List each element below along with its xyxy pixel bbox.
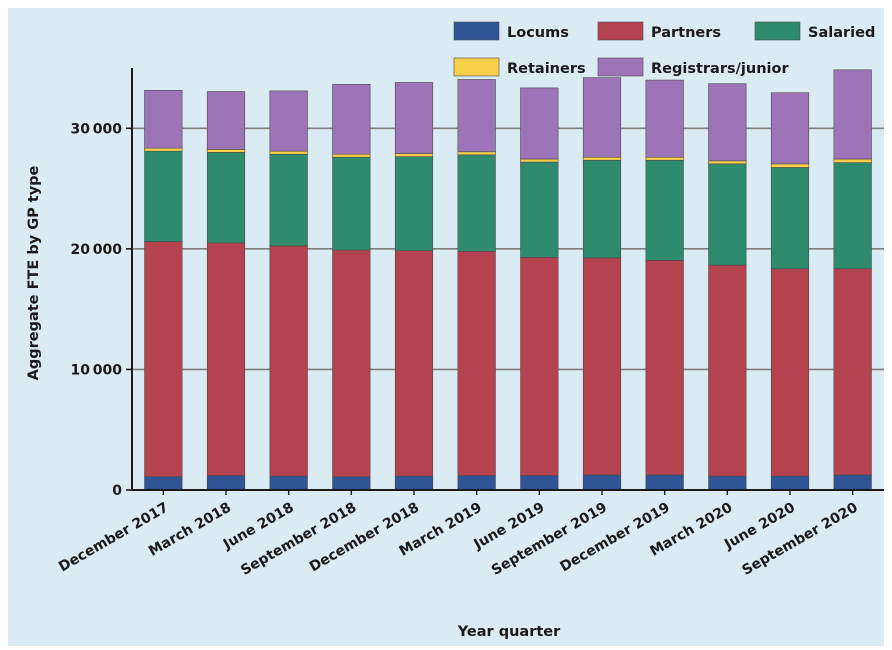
- bar-segment: [332, 83, 371, 155]
- bar-segment: [770, 163, 810, 168]
- bar-segment: [582, 77, 622, 158]
- bar-segment: [206, 475, 246, 491]
- legend: Locums Partners Salaried Retainers Registrar…: [453, 21, 875, 77]
- bar-segment: [645, 159, 684, 261]
- legend-swatch: [597, 57, 644, 77]
- bar-segment: [582, 257, 622, 476]
- bar-segment: [770, 268, 810, 477]
- legend-label: Salaried: [808, 25, 875, 41]
- bar-segment: [394, 156, 434, 251]
- gridlines: [132, 127, 884, 371]
- x-tick-label: December 2018: [307, 500, 422, 576]
- bar-segment: [833, 268, 872, 476]
- bar-segment: [394, 153, 434, 157]
- y-tick-label: 0: [112, 483, 122, 499]
- x-tick-label: September 2019: [489, 500, 610, 579]
- bar-segment: [206, 242, 246, 476]
- bar-segment: [645, 474, 684, 491]
- bar-segment: [269, 245, 308, 477]
- bar-segment: [770, 475, 810, 491]
- bar-segment: [833, 69, 872, 160]
- bar-segment: [394, 250, 434, 477]
- y-tick-label: 10 000: [70, 362, 122, 378]
- legend-label: Registrars/junior: [651, 61, 789, 77]
- bar-segment: [833, 158, 872, 163]
- x-axis-title: Year quarter: [457, 624, 561, 640]
- bar-segment: [269, 153, 308, 247]
- bar-segment: [645, 79, 684, 158]
- bar-segment: [770, 167, 810, 270]
- bar-segment: [708, 475, 747, 491]
- x-tick-label: December 2019: [557, 500, 672, 576]
- bar-segment: [645, 156, 684, 161]
- bar-segment: [332, 156, 371, 251]
- y-tick-label: 20 000: [70, 242, 122, 258]
- x-tick-label: September 2018: [238, 500, 359, 579]
- legend-swatch: [597, 21, 644, 41]
- bar-segment: [206, 152, 246, 244]
- bars: [144, 69, 872, 491]
- bar-segment: [269, 90, 308, 152]
- bar-segment: [457, 154, 496, 252]
- bar-segment: [833, 162, 872, 270]
- bar-segment: [332, 153, 371, 158]
- bar-segment: [582, 474, 622, 491]
- bar-segment: [457, 250, 496, 476]
- x-tick-label: September 2020: [740, 499, 861, 578]
- bar-segment: [520, 256, 559, 476]
- legend-label: Partners: [651, 25, 721, 41]
- bar-segment: [394, 82, 434, 154]
- bar-segment: [144, 147, 183, 152]
- legend-swatch: [453, 21, 500, 41]
- bar-segment: [520, 87, 559, 160]
- bar-segment: [520, 158, 559, 163]
- legend-swatch: [754, 21, 801, 41]
- bar-segment: [457, 475, 496, 491]
- y-tick-label: 30 000: [70, 121, 122, 137]
- bar-segment: [457, 151, 496, 156]
- bar-segment: [582, 156, 622, 161]
- bar-segment: [394, 475, 434, 491]
- bar-segment: [833, 474, 872, 491]
- bar-segment: [708, 160, 747, 165]
- bar-segment: [645, 260, 684, 476]
- bar-segment: [332, 249, 371, 478]
- bar-segment: [269, 475, 308, 491]
- bar-segment: [144, 476, 183, 491]
- y-axis-title: Aggregate FTE by GP type: [26, 165, 42, 380]
- bar-segment: [206, 149, 246, 153]
- legend-swatch: [453, 57, 500, 77]
- legend-label: Locums: [507, 25, 569, 41]
- bar-segment: [269, 150, 308, 155]
- bar-segment: [332, 476, 371, 491]
- bar-segment: [144, 241, 183, 478]
- bar-segment: [457, 79, 496, 153]
- bar-segment: [206, 91, 246, 150]
- x-tick-label: December 2017: [56, 500, 171, 576]
- bar-segment: [520, 475, 559, 491]
- bar-segment: [520, 161, 559, 258]
- bar-segment: [708, 163, 747, 266]
- bar-segment: [770, 92, 810, 165]
- bar-segment: [708, 264, 747, 477]
- bar-segment: [144, 150, 183, 242]
- chart-background: 0 10 000 20 000 30 000 December 2017 March 20…: [8, 8, 884, 646]
- legend-label: Retainers: [507, 61, 586, 77]
- bar-segment: [144, 90, 183, 149]
- bar-segment: [582, 159, 622, 259]
- bar-segment: [708, 83, 747, 162]
